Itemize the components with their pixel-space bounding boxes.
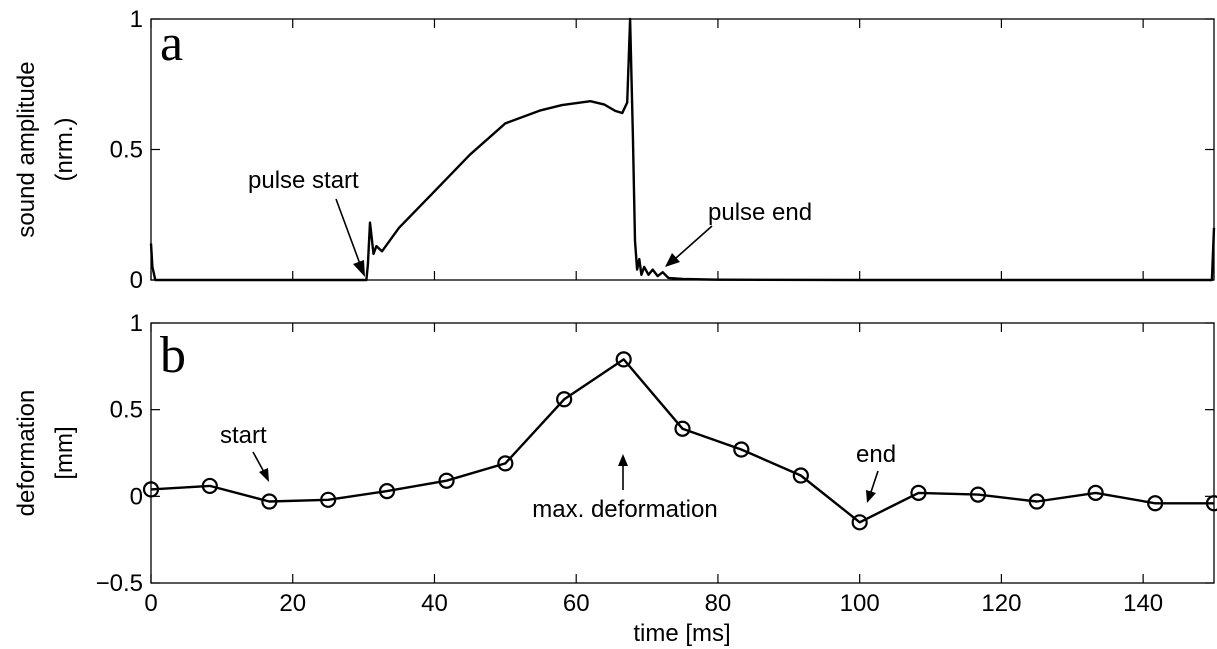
data-point-marker (142, 481, 160, 498)
x-tick-label: 80 (705, 590, 732, 617)
panel-b-frame (150, 322, 1215, 584)
panel-a-ticks (150, 18, 1214, 281)
annotation-end-text: end (856, 441, 896, 468)
x-tick-label: 40 (421, 590, 448, 617)
x-tick-label: 0 (144, 590, 157, 617)
data-point-marker (1147, 495, 1164, 512)
data-point-marker (378, 483, 396, 500)
x-tick-label: 140 (1123, 590, 1163, 617)
panel-a-letter: a (160, 15, 183, 72)
data-point-marker (201, 477, 218, 495)
data-point-marker (1028, 493, 1045, 510)
panel-a-frame (150, 18, 1215, 281)
x-tick-label: 100 (840, 590, 880, 617)
panel-b-letter: b (160, 327, 186, 384)
data-point-marker (851, 514, 868, 531)
x-tick-label: 120 (981, 590, 1021, 617)
x-tick-label: 20 (279, 590, 306, 617)
annotation-pulse-start-arrowhead (353, 260, 365, 277)
panel-b-deformation-line (150, 358, 1214, 524)
panel-b-markers (142, 351, 1217, 531)
annotation-pulse-start-text: pulse start (248, 167, 359, 194)
data-point-marker (556, 391, 573, 408)
panel-b-ticks (150, 322, 1214, 584)
data-point-marker (674, 420, 691, 437)
panel-a-y-tick-labels: 00.51 (110, 6, 143, 294)
data-point-marker (320, 491, 337, 508)
data-point-marker (792, 467, 809, 484)
panel-b-x-axis-label: time [ms] (633, 620, 730, 647)
annotation-end-arrowhead (866, 490, 876, 503)
annotation-pulse-end-text: pulse end (708, 199, 812, 226)
panel-a-sound-curve (149, 17, 1216, 282)
panel-a: 00.51 a sound amplitude (nrm.) pulse sta… (13, 6, 1216, 294)
data-point-marker (1205, 495, 1217, 512)
panel-a-y-axis-label-line2: (nrm.) (51, 118, 78, 182)
y-tick-label: 0.5 (110, 137, 143, 164)
annotation-max-deformation: max. deformation (532, 454, 718, 523)
data-point-marker (910, 484, 927, 501)
data-point-marker (497, 455, 514, 472)
annotation-pulse-start-arrow (335, 198, 361, 265)
annotation-start: start (220, 422, 269, 482)
annotation-max-deformation-text: max. deformation (532, 496, 717, 523)
y-tick-label: 1 (130, 310, 143, 337)
data-point-marker (615, 351, 632, 368)
panel-b-y-axis-label-line1: deformation (13, 390, 40, 517)
annotation-max-deformation-arrowhead (618, 454, 628, 466)
y-tick-label: 1 (130, 6, 143, 33)
data-point-marker (438, 472, 455, 489)
annotation-end-arrow (870, 470, 879, 493)
y-tick-label: 0.5 (110, 397, 143, 424)
y-tick-label: −0.5 (96, 570, 143, 597)
annotation-pulse-start: pulse start (248, 167, 365, 277)
annotation-pulse-end-arrow (675, 225, 713, 259)
y-tick-label: 0 (130, 483, 143, 510)
annotation-end: end (856, 441, 896, 503)
annotation-start-arrowhead (259, 468, 269, 482)
annotation-pulse-end: pulse end (665, 199, 812, 267)
data-point-marker (733, 441, 750, 458)
y-tick-label: 0 (130, 267, 143, 294)
data-point-marker (1087, 484, 1104, 501)
annotation-start-text: start (220, 422, 267, 449)
panel-b-y-axis-label-line2: [mm] (51, 426, 78, 479)
data-point-marker (969, 486, 987, 503)
panel-b-x-tick-labels: 0 20 40 60 80 100 120 140 (144, 590, 1163, 617)
data-point-marker (261, 493, 278, 510)
annotation-pulse-end-arrowhead (665, 253, 680, 267)
panel-b-y-tick-labels: −0.5 0 0.5 1 (96, 310, 143, 597)
annotation-start-arrow (252, 451, 265, 473)
x-tick-label: 60 (563, 590, 590, 617)
panel-b: −0.500.51 0 20 40 60 80 100 120 140 b deformati… (13, 310, 1217, 647)
panel-a-y-axis-label-line1: sound amplitude (13, 61, 40, 237)
